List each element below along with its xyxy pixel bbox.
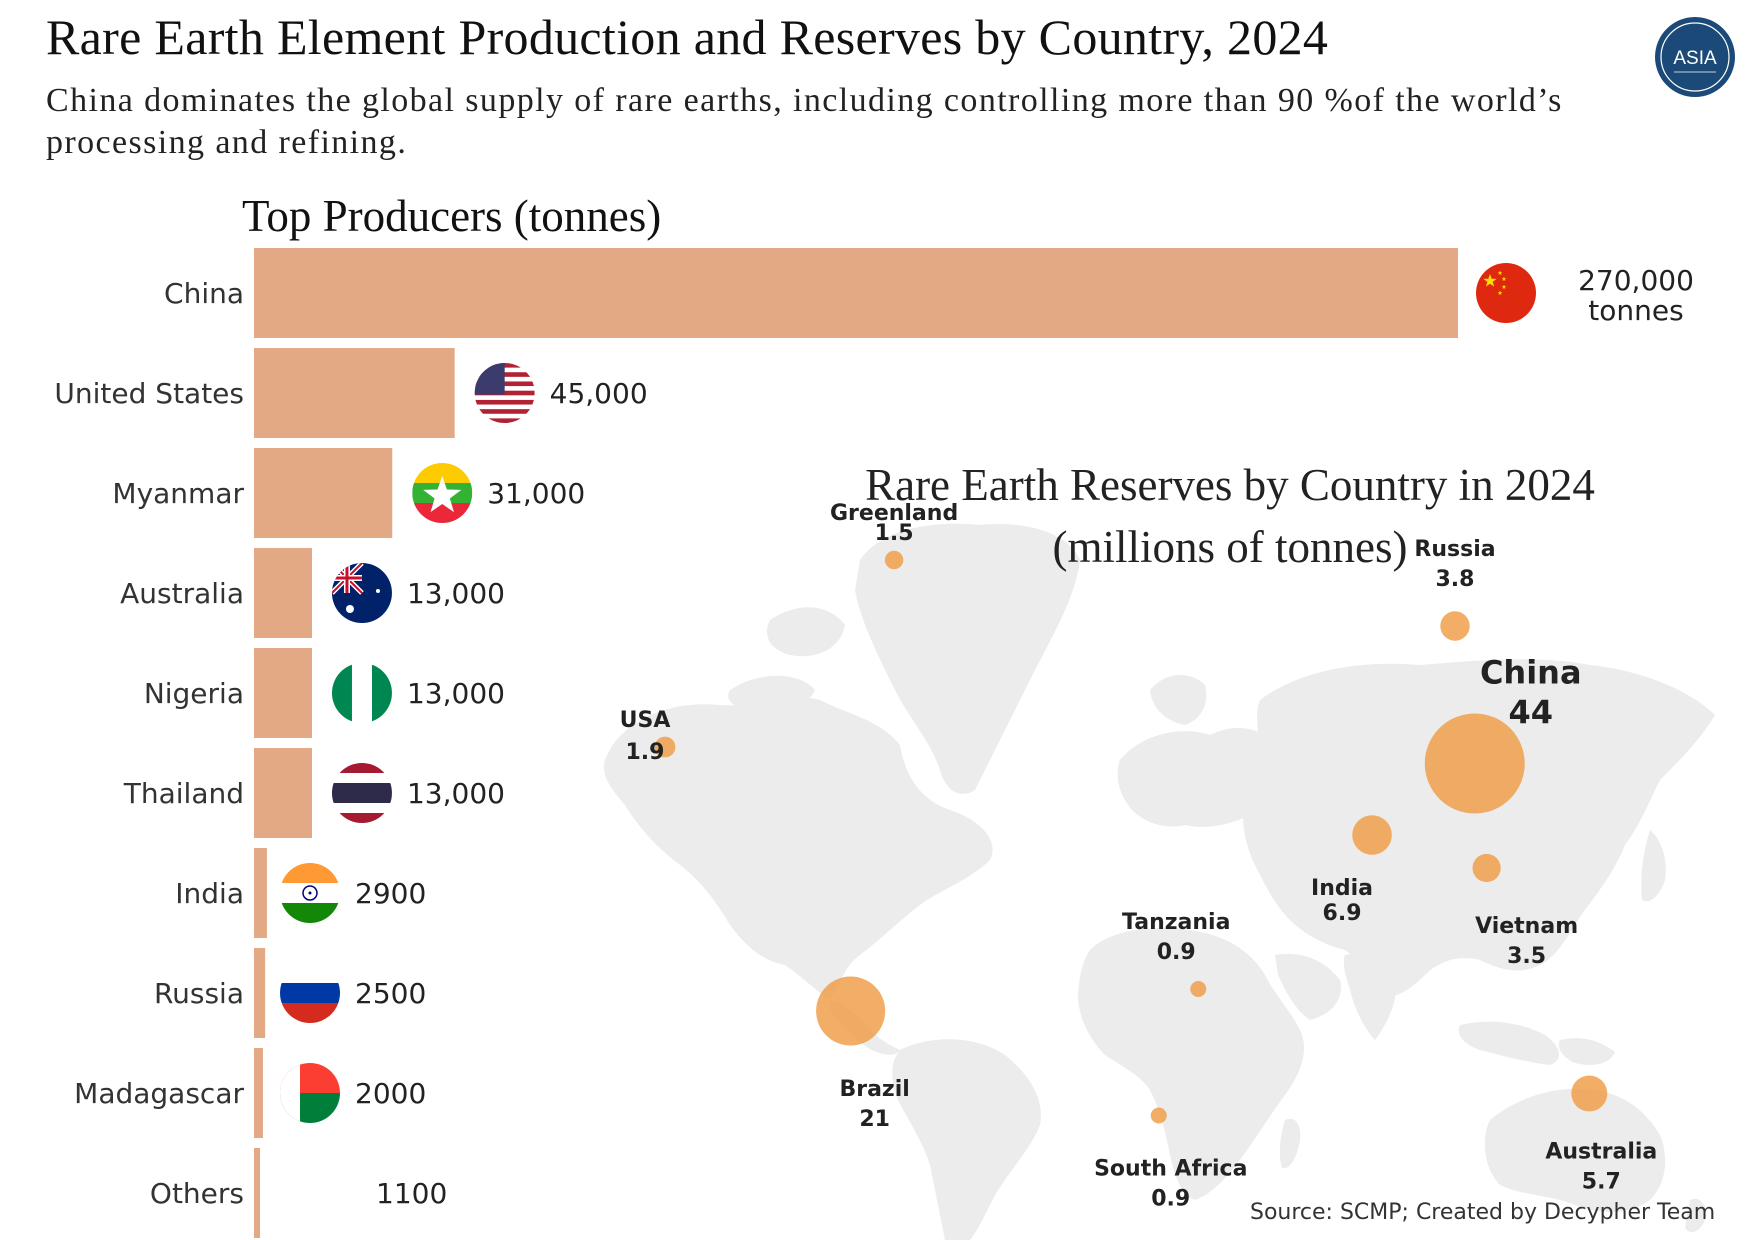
- map-label-name: China: [1480, 654, 1582, 692]
- map-title-line2: (millions of tonnes): [1052, 522, 1408, 572]
- category-label: Madagascar: [74, 1077, 244, 1110]
- bubble-brazil: [816, 976, 886, 1046]
- bubble-tanzania: [1190, 981, 1207, 997]
- bubble-india: [1352, 815, 1392, 855]
- bar-thailand: [254, 748, 312, 838]
- bar-russia: [254, 948, 266, 1038]
- map-label-name: Brazil: [839, 1077, 909, 1102]
- madagascar-flag-icon: [280, 1063, 340, 1123]
- bars-group: China 270,000 tonnes United States 45,000 Mya…: [54, 248, 1694, 1238]
- value-label: 13,000: [407, 777, 505, 810]
- map-label-value: 0.9: [1157, 940, 1196, 965]
- value-label: 13,000: [407, 577, 505, 610]
- value-label: 2500: [355, 977, 426, 1010]
- value-label: 2900: [355, 877, 426, 910]
- bubble-south-africa: [1150, 1107, 1167, 1124]
- logo-text: ASIA: [1673, 48, 1717, 69]
- category-label: United States: [54, 377, 244, 410]
- category-label: Others: [150, 1177, 244, 1210]
- category-label: Australia: [120, 577, 244, 610]
- asia-logo: ASIA: [1655, 17, 1735, 97]
- value-label: 45,000: [550, 377, 648, 410]
- map-label-name: South Africa: [1094, 1157, 1247, 1182]
- map-label-name: Greenland: [830, 501, 958, 526]
- category-label: Nigeria: [144, 677, 244, 710]
- map-label-value: 3.8: [1436, 567, 1475, 592]
- map-label-name: USA: [620, 708, 671, 733]
- map-label-value: 44: [1508, 694, 1553, 732]
- source-note: Source: SCMP; Created by Decypher Team: [1250, 1200, 1716, 1225]
- map-title-line1: Rare Earth Reserves by Country in 2024: [865, 460, 1595, 510]
- map-label-value: 6.9: [1323, 901, 1362, 926]
- australia-flag-icon: [331, 563, 392, 623]
- map-label-name: India: [1311, 876, 1373, 901]
- map-label-name: Tanzania: [1122, 910, 1230, 935]
- chart-subtitle: China dominates the global supply of rar…: [46, 82, 1563, 161]
- value-label: 13,000: [407, 677, 505, 710]
- chart-title: Rare Earth Element Production and Reserv…: [46, 9, 1329, 65]
- bar-myanmar: [254, 448, 393, 538]
- map-label-value: 21: [859, 1107, 890, 1132]
- map-label-name: Australia: [1545, 1140, 1657, 1165]
- map-label-name: Russia: [1414, 537, 1495, 562]
- bar-united-states: [254, 348, 455, 438]
- bar-others: [254, 1148, 260, 1238]
- bubble-china: [1424, 713, 1525, 814]
- map-label-value: 1.9: [626, 740, 665, 765]
- value-label: 270,000 tonnes: [1578, 264, 1694, 327]
- map-label-value: 1.5: [875, 521, 914, 546]
- value-label: 1100: [376, 1177, 447, 1210]
- bubble-australia: [1571, 1075, 1608, 1112]
- map-label-name: Vietnam: [1475, 914, 1578, 939]
- category-label: Myanmar: [112, 477, 244, 510]
- usa-flag-icon: [474, 363, 535, 423]
- russia-flag-icon: [280, 963, 340, 1023]
- bar-australia: [254, 548, 312, 638]
- bubble-vietnam: [1472, 853, 1501, 883]
- category-label: Russia: [154, 977, 244, 1010]
- china-flag-icon: [1476, 263, 1536, 323]
- value-label: 31,000: [487, 477, 585, 510]
- value-label: 2000: [355, 1077, 426, 1110]
- bar-china: [254, 248, 1458, 338]
- bar-nigeria: [254, 648, 312, 738]
- nigeria-flag-icon: [331, 663, 392, 723]
- myanmar-flag-icon: [412, 463, 473, 523]
- category-label: China: [164, 277, 244, 310]
- producers-chart-title: Top Producers (tonnes): [242, 191, 662, 241]
- map-label-value: 0.9: [1151, 1187, 1190, 1212]
- bubble-usa: [654, 736, 676, 758]
- india-flag-icon: [280, 863, 340, 923]
- bar-madagascar: [254, 1048, 263, 1138]
- bar-india: [254, 848, 267, 938]
- category-label: Thailand: [123, 777, 244, 810]
- world-map: [603, 523, 1715, 1240]
- bubble-russia: [1440, 611, 1470, 641]
- thailand-flag-icon: [331, 763, 392, 823]
- map-title: Rare Earth Reserves by Country in 2024 (…: [760, 454, 1700, 578]
- map-label-value: 5.7: [1582, 1170, 1621, 1195]
- category-label: India: [175, 877, 244, 910]
- bubble-greenland: [884, 550, 904, 570]
- map-label-value: 3.5: [1507, 944, 1546, 969]
